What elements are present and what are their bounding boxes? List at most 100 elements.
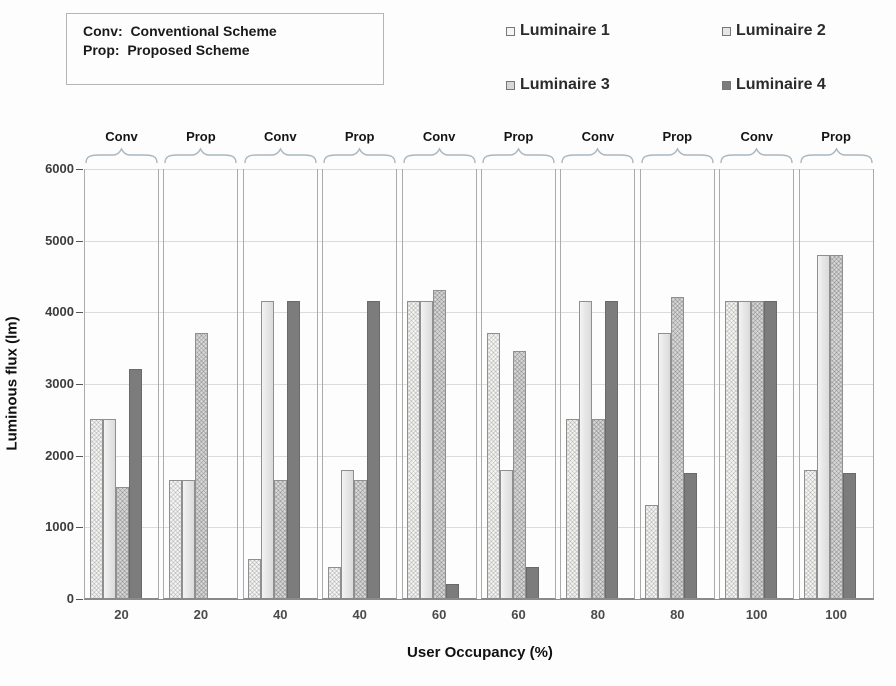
group-scheme-label: Conv [264,129,297,144]
bar-prop-80-luminaire-2 [658,332,672,598]
brace-icon [322,147,397,164]
bar-prop-100-luminaire-4 [843,472,857,598]
brace-icon [243,147,318,164]
bar-conv-80-luminaire-1 [565,418,579,598]
x-axis-title: User Occupancy (%) [407,644,553,661]
bar-conv-100-luminaire-4 [763,300,777,598]
x-tick-label: 40 [273,607,288,622]
bar-conv-60-luminaire-4 [446,583,460,598]
bar-prop-80-luminaire-1 [645,504,659,598]
y-tick-label: 5000 [45,232,74,248]
group-scheme-label: Prop [662,129,693,144]
legend-item-luminaire-1: Luminaire 1 [506,22,610,40]
group-panel [401,169,477,599]
bar-prop-100-luminaire-3 [830,255,844,598]
bar-prop-60-luminaire-1 [486,332,500,598]
group-panel [560,169,636,599]
bar-prop-40-luminaire-3 [353,479,367,598]
bar-conv-40-luminaire-1 [248,558,262,598]
brace-icon [719,147,794,164]
bar-prop-60-luminaire-2 [499,470,513,598]
group-panel [163,169,239,599]
group-panel [84,169,159,599]
bar-prop-60-luminaire-4 [525,567,539,598]
group-panel [322,169,398,599]
y-axis-title: Luminous flux (lm) [3,316,21,451]
legend-label: Luminaire 3 [520,76,610,93]
x-tick-label: 80 [670,607,685,622]
brace-icon [640,147,715,164]
bar-conv-20-luminaire-4 [128,368,142,598]
group-panel [481,169,556,599]
legend-label: Luminaire 2 [736,22,826,39]
brace-icon [481,147,556,164]
x-tick-label: 80 [590,607,606,622]
bar-conv-20-luminaire-1 [89,418,103,598]
legend-item-luminaire-2: Luminaire 2 [722,22,826,40]
bar-prop-20-luminaire-3 [194,332,208,598]
bar-conv-20-luminaire-2 [102,418,116,598]
group-panel [639,169,715,599]
bar-prop-40-luminaire-1 [327,567,341,598]
y-tick-label: 1000 [45,519,74,535]
bar-conv-40-luminaire-2 [261,300,275,598]
brace-icon [799,147,874,164]
scheme-note-box: Conv: Conventional Scheme Prop: Proposed… [66,13,384,85]
bar-prop-40-luminaire-4 [366,300,380,598]
bar-prop-20-luminaire-2 [181,479,195,598]
brace-icon [84,147,159,164]
bar-conv-80-luminaire-3 [591,418,605,598]
y-tick-label: 0 [66,591,74,606]
x-tick-label: 60 [511,607,526,622]
group-scheme-label: Prop [186,129,216,144]
y-tick-mark-icon [76,169,83,170]
bar-prop-100-luminaire-1 [804,470,818,598]
brace-icon [402,147,477,164]
bar-prop-100-luminaire-2 [817,255,831,598]
bar-conv-80-luminaire-4 [604,300,618,598]
group-scheme-label: Conv [740,129,773,144]
group-panel [242,169,318,599]
bar-prop-80-luminaire-3 [671,297,685,598]
note-line-prop: Prop: Proposed Scheme [83,42,250,58]
y-tick-label: 6000 [45,161,74,176]
brace-icon [163,147,238,164]
grid-line [84,384,874,385]
luminaire-4-swatch-icon [722,80,731,90]
bar-prop-80-luminaire-4 [684,472,698,598]
luminaire-1-swatch-icon [506,26,515,36]
y-tick-mark-icon [76,384,83,385]
y-tick-mark-icon [76,527,83,529]
bar-conv-40-luminaire-4 [287,300,301,598]
bar-conv-100-luminaire-2 [737,300,751,598]
group-scheme-label: Prop [821,129,851,144]
legend-label: Luminaire 1 [520,22,610,39]
bar-conv-60-luminaire-3 [433,289,447,598]
y-tick-label: 3000 [45,376,74,391]
bar-prop-60-luminaire-3 [512,350,526,598]
y-tick-mark-icon [76,312,83,314]
x-axis-line [84,599,874,600]
bar-conv-40-luminaire-3 [274,479,288,598]
legend-label: Luminaire 4 [736,76,826,93]
grid-line [84,312,874,314]
grid-line [84,169,874,170]
y-tick-label: 2000 [45,447,74,463]
group-scheme-label: Conv [422,129,456,144]
grid-line [84,455,874,457]
group-scheme-label: Conv [581,129,615,144]
luminaire-2-swatch-icon [722,26,731,36]
y-tick-mark-icon [76,455,83,457]
legend-item-luminaire-4: Luminaire 4 [722,76,826,94]
group-panel [798,169,874,599]
group-scheme-label: Prop [344,129,375,144]
bar-prop-40-luminaire-2 [340,470,354,598]
group-scheme-label: Prop [503,129,534,144]
x-tick-label: 20 [114,607,129,622]
y-tick-mark-icon [76,599,83,600]
bar-conv-100-luminaire-1 [724,300,738,598]
bar-conv-100-luminaire-3 [750,300,764,598]
luminaire-3-swatch-icon [506,80,515,90]
bar-conv-60-luminaire-2 [420,300,434,598]
